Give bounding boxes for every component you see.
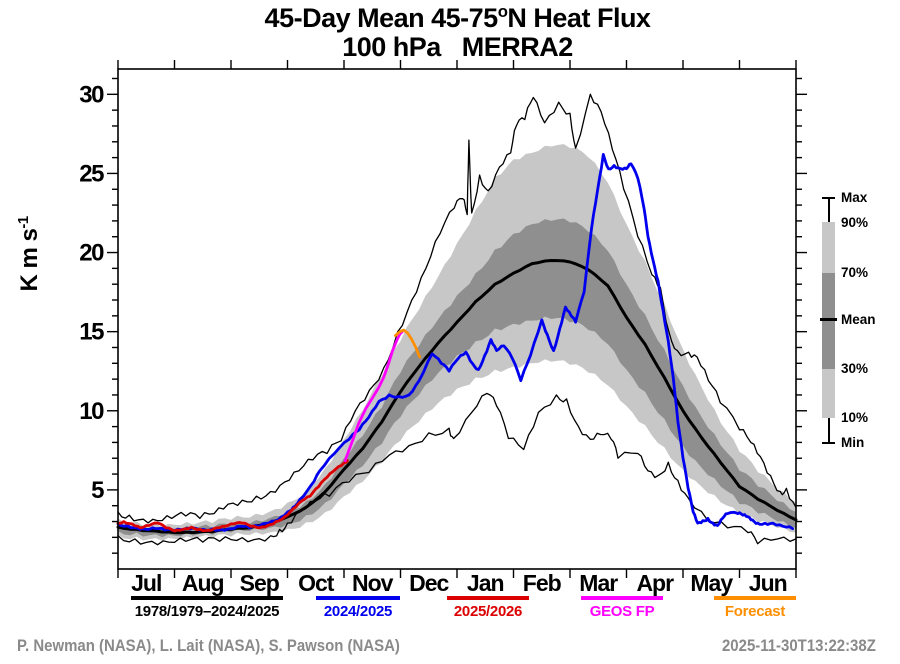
y-tick-label-15: 15 (79, 319, 104, 346)
title-text-post: N Heat Flux (507, 3, 651, 33)
key-label-mean: Mean (841, 311, 876, 327)
legend-line-forecast (714, 596, 796, 600)
legend-item-2025-2026: 2025/2026 (442, 596, 534, 620)
legend-item-climatology: 1978/1979–2024/2025 (112, 596, 302, 620)
credits-text: P. Newman (NASA), L. Lait (NASA), S. Paw… (17, 636, 400, 655)
title-text-pre: 45-Day Mean 45-75 (264, 3, 499, 33)
y-tick-label-5: 5 (91, 477, 104, 504)
legend-label-2024-2025: 2024/2025 (323, 603, 393, 620)
month-label-jan: Jan (467, 570, 504, 596)
year-2024-2025-line (116, 152, 794, 533)
y-axis-title-text: K m s (16, 228, 43, 292)
legend-line-geos-fp (581, 596, 663, 600)
month-label-may: May (690, 570, 733, 596)
legend-label-2025-2026: 2025/2026 (453, 603, 523, 620)
chart-title-line2: 100 hPa MERRA2 (342, 32, 573, 62)
month-label-apr: Apr (636, 570, 674, 596)
y-tick-label-10: 10 (79, 398, 104, 425)
key-label-90: 90% (841, 214, 869, 230)
key-label-30: 30% (841, 360, 869, 376)
legend-line-2024-2025 (316, 596, 400, 600)
month-label-sep: Sep (240, 570, 280, 596)
month-label-jun: Jun (749, 570, 787, 596)
forecast-line (393, 328, 422, 359)
min-whisker-cap (822, 442, 835, 444)
year-2025-2026-line (116, 459, 349, 533)
key-band-70-30 (822, 273, 835, 369)
key-mean-mark (820, 318, 837, 321)
key-label-min: Min (841, 434, 865, 450)
legend-item-2024-2025: 2024/2025 (312, 596, 404, 620)
max-whisker-stem (828, 198, 830, 223)
key-band-90-70 (822, 222, 835, 273)
legend-item-forecast: Forecast (709, 596, 801, 620)
key-label-max: Max (841, 189, 868, 205)
month-label-aug: Aug (182, 570, 224, 596)
month-label-feb: Feb (523, 570, 562, 596)
max-envelope-line (117, 93, 797, 524)
chart-title: 45-Day Mean 45-75oN Heat Flux 100 hPa ME… (0, 2, 900, 62)
key-band-30-10 (822, 369, 835, 418)
y-tick-label-30: 30 (79, 81, 104, 108)
legend-label-forecast: Forecast (724, 603, 786, 620)
geos-fp-line (343, 330, 404, 463)
chart-title-line1: 45-Day Mean 45-75oN Heat Flux (0, 2, 900, 33)
y-tick-label-25: 25 (79, 160, 104, 187)
min-envelope-line (117, 392, 797, 546)
legend-label-geos-fp: GEOS FP (589, 603, 655, 620)
month-label-jul: Jul (131, 570, 161, 596)
y-axis-title-exponent: -1 (16, 216, 32, 229)
legend-label-climatology: 1978/1979–2024/2025 (134, 603, 280, 620)
y-tick-label-20: 20 (79, 240, 104, 267)
y-axis-title: K m s-1 (16, 216, 44, 291)
key-label-70: 70% (841, 264, 869, 280)
month-label-oct: Oct (298, 570, 335, 596)
min-whisker-stem (828, 418, 830, 443)
timestamp-text: 2025-11-30T13:22:38Z (722, 636, 876, 655)
title-degree-superscript: o (497, 2, 508, 21)
legend-item-geos-fp: GEOS FP (576, 596, 668, 620)
month-label-mar: Mar (579, 570, 618, 596)
legend-line-climatology (131, 596, 283, 600)
legend-line-2025-2026 (447, 596, 529, 600)
max-whisker-cap (822, 197, 835, 199)
month-label-dec: Dec (409, 570, 449, 596)
month-label-nov: Nov (352, 570, 394, 596)
band-percentile-30-70 (118, 218, 796, 538)
key-label-10: 10% (841, 409, 869, 425)
